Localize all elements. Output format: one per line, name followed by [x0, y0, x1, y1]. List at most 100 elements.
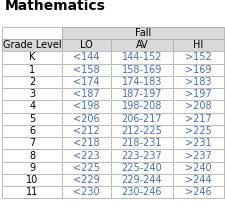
Text: Mathematics: Mathematics	[4, 0, 105, 13]
Bar	[172, 76, 223, 88]
Bar	[2, 100, 62, 113]
Bar	[2, 27, 62, 39]
Bar	[110, 64, 172, 76]
Text: 187-197: 187-197	[121, 89, 161, 99]
Bar	[62, 137, 110, 149]
Text: 8: 8	[29, 151, 35, 161]
Bar	[110, 88, 172, 100]
Text: >183: >183	[184, 77, 211, 87]
Bar	[62, 88, 110, 100]
Text: Grade Level: Grade Level	[3, 40, 61, 50]
Text: Fall: Fall	[134, 28, 150, 38]
Bar	[110, 76, 172, 88]
Text: <174: <174	[73, 77, 99, 87]
Bar	[110, 162, 172, 174]
Bar	[62, 100, 110, 113]
Text: <223: <223	[73, 151, 99, 161]
Bar	[172, 76, 223, 88]
Bar	[62, 113, 110, 125]
Text: >169: >169	[184, 65, 211, 75]
Text: 230-246: 230-246	[121, 187, 161, 197]
Bar	[62, 186, 110, 198]
Bar	[62, 174, 110, 186]
Bar	[2, 174, 62, 186]
Bar	[2, 76, 62, 88]
Bar	[110, 100, 172, 113]
Bar	[2, 125, 62, 137]
Text: LO: LO	[80, 40, 92, 50]
Bar	[62, 162, 110, 174]
Bar	[62, 125, 110, 137]
Bar	[110, 149, 172, 162]
Bar	[172, 162, 223, 174]
Bar	[62, 64, 110, 76]
Text: 6: 6	[29, 126, 35, 136]
Text: AV: AV	[135, 40, 147, 50]
Bar	[62, 27, 223, 39]
Bar	[62, 162, 110, 174]
Bar	[2, 113, 62, 125]
Text: 4: 4	[29, 101, 35, 112]
Bar	[62, 76, 110, 88]
Bar	[62, 125, 110, 137]
Bar	[110, 39, 172, 51]
Text: <212: <212	[73, 126, 99, 136]
Bar	[110, 51, 172, 64]
Text: 206-217: 206-217	[121, 114, 161, 124]
Bar	[62, 100, 110, 113]
Text: >231: >231	[184, 138, 211, 148]
Bar	[172, 125, 223, 137]
Text: K: K	[29, 52, 35, 62]
Bar	[172, 162, 223, 174]
Bar	[62, 186, 110, 198]
Text: 11: 11	[26, 187, 38, 197]
Bar	[2, 149, 62, 162]
Text: >246: >246	[184, 187, 211, 197]
Text: >240: >240	[184, 163, 211, 173]
Bar	[2, 149, 62, 162]
Bar	[172, 64, 223, 76]
Bar	[110, 39, 172, 51]
Bar	[2, 100, 62, 113]
Text: 9: 9	[29, 163, 35, 173]
Bar	[172, 137, 223, 149]
Bar	[110, 186, 172, 198]
Bar	[172, 39, 223, 51]
Bar	[62, 88, 110, 100]
Text: <229: <229	[73, 175, 99, 185]
Bar	[172, 137, 223, 149]
Bar	[2, 51, 62, 64]
Bar	[172, 51, 223, 64]
Text: 10: 10	[26, 175, 38, 185]
Text: >208: >208	[184, 101, 211, 112]
Bar	[2, 137, 62, 149]
Bar	[110, 76, 172, 88]
Text: 7: 7	[29, 138, 35, 148]
Bar	[2, 137, 62, 149]
Text: <144: <144	[73, 52, 99, 62]
Bar	[172, 64, 223, 76]
Bar	[110, 162, 172, 174]
Bar	[2, 162, 62, 174]
Bar	[110, 186, 172, 198]
Bar	[110, 113, 172, 125]
Text: <187: <187	[73, 89, 99, 99]
Bar	[62, 39, 110, 51]
Bar	[2, 88, 62, 100]
Bar	[172, 149, 223, 162]
Text: <225: <225	[73, 163, 99, 173]
Bar	[2, 27, 62, 39]
Bar	[110, 113, 172, 125]
Bar	[2, 174, 62, 186]
Text: 223-237: 223-237	[121, 151, 162, 161]
Bar	[62, 174, 110, 186]
Bar	[172, 88, 223, 100]
Bar	[110, 174, 172, 186]
Text: 225-240: 225-240	[121, 163, 162, 173]
Bar	[2, 76, 62, 88]
Bar	[110, 51, 172, 64]
Bar	[172, 186, 223, 198]
Text: >197: >197	[184, 89, 211, 99]
Bar	[172, 100, 223, 113]
Text: <230: <230	[73, 187, 99, 197]
